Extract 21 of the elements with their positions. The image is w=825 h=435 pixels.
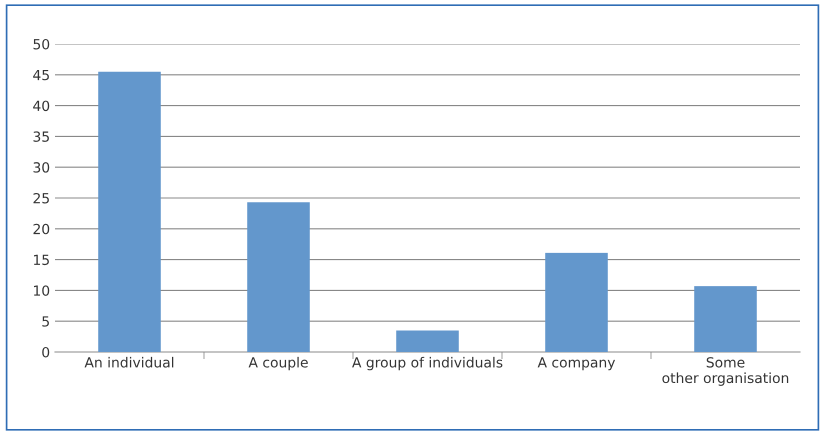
bar	[545, 252, 608, 352]
y-tick-label: 45	[33, 70, 49, 80]
bar	[98, 72, 161, 352]
y-tick-label: 40	[33, 100, 50, 112]
x-tick-label: A company	[538, 357, 616, 370]
x-tick-label: Some other organisation	[662, 357, 788, 386]
y-tick-label: 10	[34, 285, 50, 296]
y-tick-label: 30	[34, 162, 50, 173]
x-tick-label: A group of individuals	[352, 356, 502, 370]
x-tick-label: A couple	[248, 356, 308, 370]
y-tick-label: 35	[34, 131, 49, 142]
y-tick-label: 50	[34, 38, 50, 50]
y-tick-label: 25	[33, 192, 49, 204]
y-tick-label: 20	[33, 224, 50, 234]
bar	[247, 202, 310, 352]
y-tick-label: 5	[42, 316, 49, 327]
bar	[396, 330, 459, 352]
y-tick-label: 15	[34, 254, 49, 266]
x-tick-label: An individual	[84, 356, 174, 368]
y-tick-label: 0	[42, 346, 50, 358]
bar	[694, 286, 757, 352]
